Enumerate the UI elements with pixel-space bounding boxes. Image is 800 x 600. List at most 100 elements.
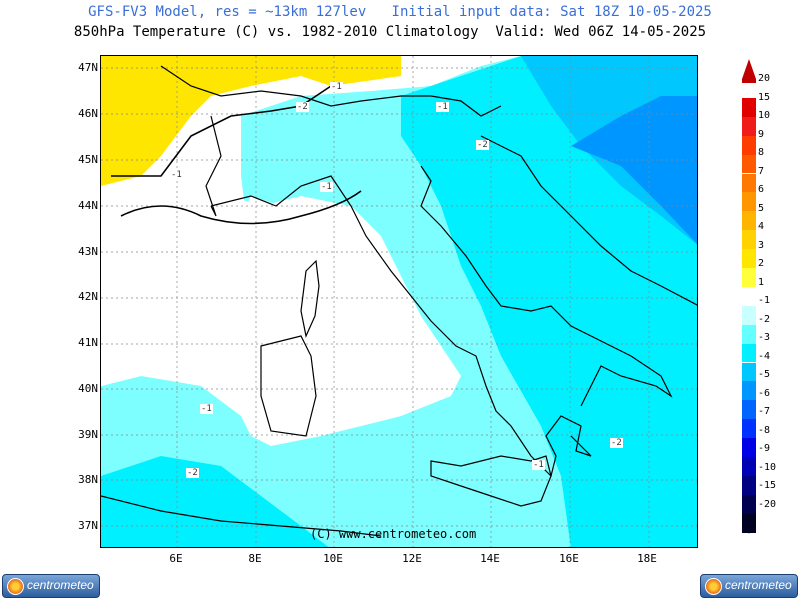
colorbar-swatch xyxy=(742,475,756,495)
colorbar-label: -4 xyxy=(758,350,771,362)
centrometeo-logo-right[interactable]: centrometeo xyxy=(700,574,798,598)
cyan-area-south xyxy=(101,456,329,547)
colorbar-label: 10 xyxy=(758,110,771,122)
lat-label: 44N xyxy=(78,199,98,212)
centrometeo-logo-left[interactable]: centrometeo xyxy=(2,574,100,598)
colorbar-label: -6 xyxy=(758,387,771,399)
colorbar-swatch xyxy=(742,343,756,363)
corsica xyxy=(300,259,320,338)
colorbar-label: -7 xyxy=(758,406,771,418)
lat-label: 38N xyxy=(78,473,98,486)
contour-label: -1 xyxy=(330,82,343,92)
contour-label: -1 xyxy=(532,460,545,470)
colorbar-swatch xyxy=(742,305,756,325)
colorbar-label: 4 xyxy=(758,221,765,233)
colorbar-label: 15 xyxy=(758,91,771,103)
lat-label: 45N xyxy=(78,153,98,166)
map-svg xyxy=(101,56,697,547)
north-africa-coast xyxy=(101,495,382,537)
colorbar-swatch xyxy=(742,249,756,268)
contour-label: -1 xyxy=(320,182,333,192)
contour-label: -2 xyxy=(186,468,199,478)
sardinia xyxy=(260,335,317,437)
colorbar-label: -3 xyxy=(758,332,771,344)
france-border xyxy=(205,115,222,217)
contour-label: -1 xyxy=(170,170,183,180)
colorbar-label: 9 xyxy=(758,128,765,140)
colorbar-swatch xyxy=(742,419,756,439)
colorbar-swatch xyxy=(742,438,756,457)
contour-label: -1 xyxy=(436,102,449,112)
colorbar-swatch xyxy=(742,457,756,476)
lon-label: 8E xyxy=(248,552,262,565)
colorbar-label: -2 xyxy=(758,313,771,325)
colorbar-swatch xyxy=(742,286,756,306)
colorbar-swatch xyxy=(742,268,756,287)
lat-label: 39N xyxy=(78,428,98,441)
lat-label: 47N xyxy=(78,61,98,74)
lat-label: 46N xyxy=(78,107,98,120)
credit-text: (C) www.centrometeo.com xyxy=(310,527,477,541)
colorbar-label: 7 xyxy=(758,165,765,177)
colorbar-label: 5 xyxy=(758,202,765,214)
colorbar-swatch xyxy=(742,79,756,83)
alps-border xyxy=(160,65,502,117)
colorbar-top-arrow xyxy=(742,59,756,79)
coastlines xyxy=(101,65,697,537)
contour-label: -2 xyxy=(476,140,489,150)
colorbar-swatch xyxy=(742,494,756,514)
colorbar-label: 8 xyxy=(758,147,765,159)
colorbar-bottom-arrow xyxy=(742,513,756,534)
colorbar-swatch xyxy=(742,154,756,174)
title-line-2: 850hPa Temperature (C) vs. 1982-2010 Cli… xyxy=(73,24,707,40)
colorbar-label: -1 xyxy=(758,295,771,307)
white-area-tyrrhenian xyxy=(101,196,461,436)
sun-icon xyxy=(7,578,24,595)
contour-label: -2 xyxy=(610,438,623,448)
colorbar-label: -5 xyxy=(758,369,771,381)
lon-label: 10E xyxy=(323,552,343,565)
colorbar-swatch xyxy=(742,211,756,231)
lat-label: 40N xyxy=(78,382,98,395)
colorbar-swatch xyxy=(742,192,756,212)
italy-east-coast xyxy=(420,165,673,407)
lon-label: 18E xyxy=(637,552,657,565)
colorbar-swatch xyxy=(742,135,756,155)
colorbar-label: 6 xyxy=(758,184,765,196)
sicily xyxy=(430,455,552,507)
colorbar-label: 20 xyxy=(758,73,771,84)
colorbar-swatch xyxy=(742,97,756,117)
lat-label: 43N xyxy=(78,245,98,258)
colorbar-swatch xyxy=(742,324,756,344)
grid-lines xyxy=(101,56,697,547)
logo-text: centrometeo xyxy=(725,578,792,592)
sun-icon xyxy=(705,578,722,595)
logo-text: centrometeo xyxy=(27,578,94,592)
adriatic-balkan-coast xyxy=(480,135,697,306)
italy-west-coast xyxy=(210,175,592,478)
colorbar-label: -10 xyxy=(758,461,777,473)
colorbar-swatch xyxy=(742,116,756,136)
colorbar-swatch xyxy=(742,400,756,420)
title-line-1: GFS-FV3 Model, res = ~13km 127lev Initia… xyxy=(88,4,712,20)
contour-label: -1 xyxy=(200,404,213,414)
contour-label: -2 xyxy=(296,102,309,112)
lat-label: 42N xyxy=(78,290,98,303)
lat-label: 37N xyxy=(78,519,98,532)
lon-label: 6E xyxy=(169,552,183,565)
colorbar-swatch xyxy=(742,381,756,401)
colorbar-label: 2 xyxy=(758,258,765,270)
colorbar-label: -8 xyxy=(758,424,771,436)
darker-blue-area xyxy=(571,96,697,244)
lat-label: 41N xyxy=(78,336,98,349)
colorbar-label: -15 xyxy=(758,480,777,492)
lon-label: 14E xyxy=(480,552,500,565)
map-panel xyxy=(100,55,698,548)
colorbar-swatch xyxy=(742,173,756,193)
lon-label: 12E xyxy=(402,552,422,565)
colorbar-swatch xyxy=(742,230,756,250)
lon-label: 16E xyxy=(559,552,579,565)
colorbar-swatch xyxy=(742,362,756,382)
colorbar-label: -20 xyxy=(758,499,777,510)
colorbar-label: 1 xyxy=(758,276,765,288)
